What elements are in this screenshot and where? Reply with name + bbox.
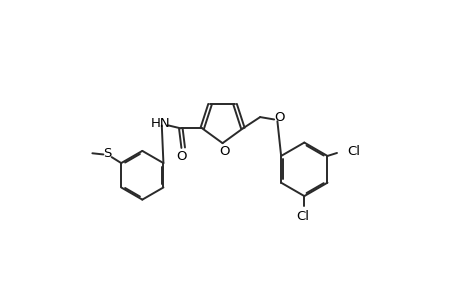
Text: O: O — [218, 145, 229, 158]
Text: Cl: Cl — [347, 145, 360, 158]
Text: O: O — [274, 111, 284, 124]
Text: Cl: Cl — [296, 210, 308, 223]
Text: S: S — [103, 147, 111, 160]
Text: O: O — [176, 150, 186, 163]
Text: HN: HN — [151, 117, 170, 130]
